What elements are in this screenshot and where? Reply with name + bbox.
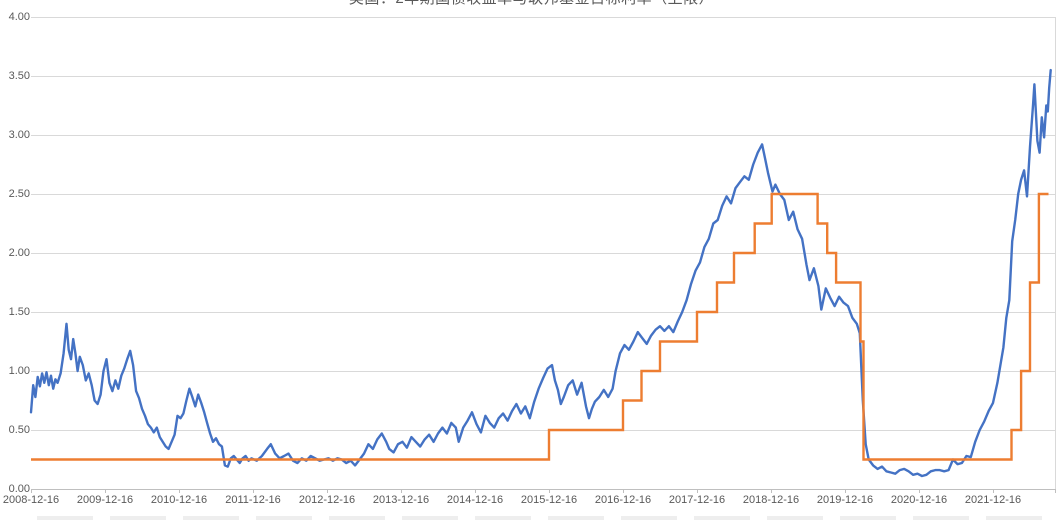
x-axis-label: 2013-12-16	[372, 494, 430, 506]
x-axis-label: 2019-12-16	[816, 494, 874, 506]
x-axis-label: 2016-12-16	[594, 494, 652, 506]
x-axis-label: 2010-12-16	[150, 494, 208, 506]
clipped-legend-row	[37, 516, 1045, 520]
x-axis-label: 2017-12-16	[668, 494, 726, 506]
y-axis-label: 1.00	[8, 365, 30, 377]
x-axis-label: 2014-12-16	[446, 494, 504, 506]
chart-title: 美国：2年期国债收益率与联邦基金目标利率（上限）	[0, 0, 1063, 8]
x-axis-label: 2008-12-16	[2, 494, 60, 506]
y-axis-label: 2.50	[8, 188, 30, 200]
y-axis-label: 1.50	[8, 306, 30, 318]
y-axis-label: 0.00	[8, 483, 30, 495]
x-axis-label: 2012-12-16	[298, 494, 356, 506]
series-blue-line	[29, 68, 1052, 478]
x-axis-label: 2011-12-16	[225, 494, 281, 506]
y-axis-label: 3.00	[8, 129, 30, 141]
y-axis-label: 2.00	[8, 247, 30, 259]
x-axis-label: 2018-12-16	[742, 494, 800, 506]
y-axis-label: 4.00	[8, 11, 30, 23]
x-axis-label: 2015-12-16	[520, 494, 578, 506]
x-axis-label: 2021-12-16	[964, 494, 1022, 506]
y-axis-label: 3.50	[8, 70, 30, 82]
x-axis-label: 2009-12-16	[76, 494, 134, 506]
y-axis-label: 0.50	[8, 424, 30, 436]
x-axis-label: 2020-12-16	[890, 494, 948, 506]
series-orange-step-line	[31, 192, 1049, 461]
